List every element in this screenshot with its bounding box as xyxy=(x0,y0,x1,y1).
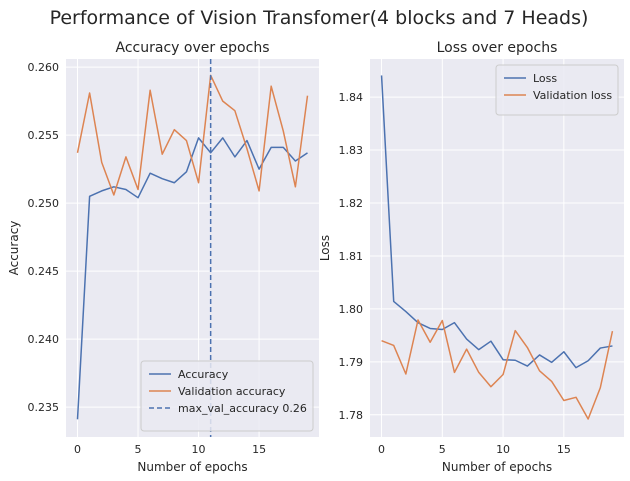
loss-y-tick-label: 1.80 xyxy=(339,303,364,316)
loss-legend: Loss Validation loss xyxy=(495,64,619,116)
accuracy-legend-label: Accuracy xyxy=(178,368,229,381)
accuracy-legend-label: Validation accuracy xyxy=(178,385,286,398)
loss-y-tick-label: 1.81 xyxy=(339,250,364,263)
accuracy-chart: 0 5 10 15 0.235 0.240 0.245 0.250 0.255 0.260 Accu… xyxy=(7,40,319,474)
loss-chart: 0 5 10 15 1.78 1.79 1.80 1.81 1.82 1.83 1.84 Loss o… xyxy=(318,40,624,474)
loss-plot-area xyxy=(370,59,624,437)
loss-y-tick-label: 1.82 xyxy=(339,197,364,210)
loss-y-tick-label: 1.83 xyxy=(339,144,364,157)
loss-x-tick-label: 5 xyxy=(439,443,446,456)
accuracy-y-tick-label: 0.235 xyxy=(28,401,60,414)
accuracy-x-tick-label: 10 xyxy=(192,443,206,456)
accuracy-y-axis-label: Accuracy xyxy=(7,221,21,276)
figure-title: Performance of Vision Transfomer(4 block… xyxy=(50,7,589,29)
loss-x-tick-label: 0 xyxy=(378,443,385,456)
accuracy-y-tick-label: 0.250 xyxy=(28,197,60,210)
accuracy-x-axis-label: Number of epochs xyxy=(137,460,247,474)
loss-y-tick-label: 1.79 xyxy=(339,356,364,369)
loss-legend-label: Loss xyxy=(533,72,557,85)
accuracy-series-validation-line xyxy=(76,74,309,196)
accuracy-legend: Accuracy Validation accuracy max_val_accur… xyxy=(140,360,314,432)
loss-x-axis-label: Number of epochs xyxy=(442,460,552,474)
accuracy-x-tick-label: 15 xyxy=(252,443,266,456)
accuracy-legend-label: max_val_accuracy 0.26 xyxy=(178,402,307,415)
loss-series-validation-line xyxy=(381,319,614,420)
loss-legend-box xyxy=(495,64,619,116)
loss-y-tick-label: 1.78 xyxy=(339,409,364,422)
loss-y-axis-label: Loss xyxy=(318,235,332,261)
accuracy-x-tick-label: 5 xyxy=(135,443,142,456)
loss-x-tick-label: 15 xyxy=(557,443,571,456)
loss-y-tick-label: 1.84 xyxy=(339,91,364,104)
accuracy-legend-box xyxy=(140,360,314,432)
accuracy-x-tick-label: 0 xyxy=(74,443,81,456)
loss-chart-title: Loss over epochs xyxy=(437,40,558,56)
accuracy-y-tick-label: 0.240 xyxy=(28,333,60,346)
accuracy-y-tick-label: 0.260 xyxy=(28,61,60,74)
accuracy-y-tick-label: 0.245 xyxy=(28,265,60,278)
loss-legend-label: Validation loss xyxy=(533,89,612,102)
accuracy-chart-title: Accuracy over epochs xyxy=(116,40,270,56)
loss-x-tick-label: 10 xyxy=(496,443,510,456)
accuracy-y-tick-label: 0.255 xyxy=(28,129,60,142)
